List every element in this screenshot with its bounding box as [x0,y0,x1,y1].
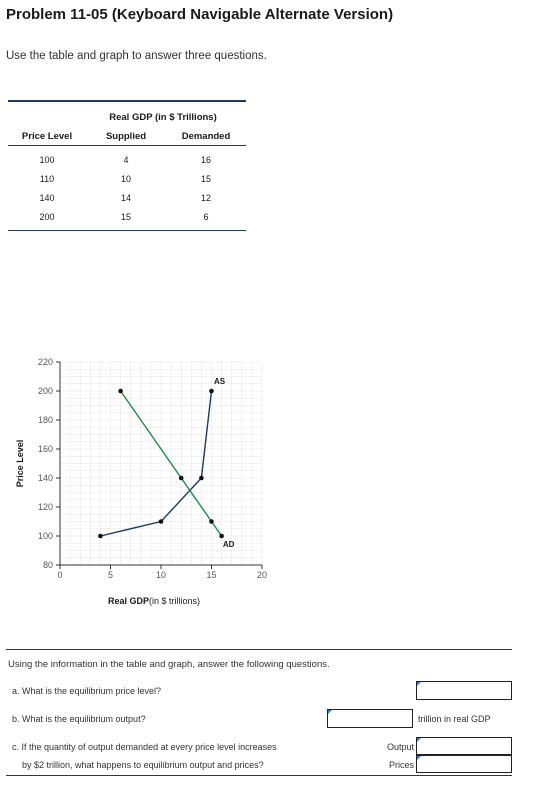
x-tick-label: 5 [108,570,113,580]
output-change-input[interactable] [416,737,512,755]
cell-price: 140 [39,192,55,203]
y-tick-label: 100 [38,531,53,541]
table-row: 140 14 12 [8,188,246,207]
question-c-line2: by $2 trillion, what happens to equilibr… [22,760,264,770]
table-header-rule [8,145,246,146]
y-tick-label: 160 [38,444,53,454]
as-point [158,519,164,524]
chart-axes: 80 100 120 140 160 180 200 220 0 5 10 15 20 [38,357,267,580]
ad-point [118,388,123,394]
table-row: 100 4 16 [8,150,246,169]
y-tick-label: 140 [38,473,53,483]
cell-supplied: 15 [120,211,131,222]
questions-intro: Using the information in the table and g… [8,659,330,670]
cell-supplied: 10 [120,173,131,184]
cell-demanded: 12 [200,192,211,203]
table-row: 200 15 6 [8,207,246,226]
x-tick-label: 10 [156,570,166,580]
table-bottom-rule [8,230,246,231]
input-marker-icon [417,738,421,742]
as-point [209,388,214,394]
y-tick-label: 80 [43,560,53,570]
input-marker-icon [417,682,421,686]
output-label: Output [386,742,414,752]
table-body: 100 4 16 110 10 15 140 14 12 200 15 6 [8,146,246,230]
input-marker-icon [417,756,421,760]
cell-demanded: 6 [203,211,209,222]
table-row: 110 10 15 [8,169,246,188]
ad-point [209,519,214,524]
cell-price: 100 [39,154,55,165]
table-top-rule [8,100,246,102]
cell-demanded: 15 [200,173,211,184]
chart-grid [59,361,263,566]
cell-price: 110 [39,173,55,184]
y-tick-label: 220 [38,357,53,367]
cell-supplied: 4 [123,154,129,165]
input-marker-icon [328,710,332,714]
cell-supplied: 14 [120,192,131,203]
output-unit-label: trillion in real GDP [418,714,491,724]
ad-as-chart: 80 100 120 140 160 180 200 220 0 5 10 15 20 AS AD Pri… [15,357,267,606]
gdp-table: Real GDP (in $ Trillions) Price Level Su… [8,100,246,231]
y-tick-label: 180 [38,415,53,425]
cell-price: 200 [39,211,55,222]
chart-series: AS AD [98,377,235,549]
y-tick-label: 120 [38,502,53,512]
x-axis-label-unit: (in $ trillions) [149,596,200,606]
ad-point [219,533,224,539]
as-point [199,475,204,481]
header-supplied: Supplied [105,131,147,142]
y-tick-label: 200 [38,386,53,396]
x-tick-label: 15 [206,570,216,580]
x-axis-label-main: Real GDP [108,596,149,606]
equilibrium-price-input[interactable] [416,681,512,700]
equilibrium-output-input[interactable] [327,709,413,728]
ad-curve [120,390,223,537]
prices-change-input[interactable] [416,755,512,773]
x-axis-label: Real GDP(in $ trillions) [108,596,200,606]
ad-curve-label: AD [223,540,235,549]
as-point [98,533,103,539]
y-axis-label: Price Level [15,440,25,488]
header-price-level: Price Level [21,131,73,142]
table-column-headers: Price Level Supplied Demanded [8,131,246,142]
as-curve-label: AS [214,377,226,386]
x-tick-label: 20 [257,570,267,580]
question-c-line1: c. If the quantity of output demanded at… [12,742,277,752]
question-a-text: a. What is the equilibrium price level? [12,686,162,696]
ad-point [178,475,184,481]
cell-demanded: 16 [200,154,211,165]
x-tick-label: 0 [57,570,62,580]
prices-label: Prices [388,760,414,770]
questions-bottom-rule [6,775,512,776]
as-curve [100,390,213,537]
page-title: Problem 11-05 (Keyboard Navigable Altern… [6,6,394,23]
question-b-text: b. What is the equilibrium output? [12,714,146,724]
questions-top-rule [6,649,512,650]
table-group-header: Real GDP (in $ Trillions) [109,112,217,123]
header-demanded: Demanded [181,131,231,142]
intro-text: Use the table and graph to answer three … [6,50,267,62]
